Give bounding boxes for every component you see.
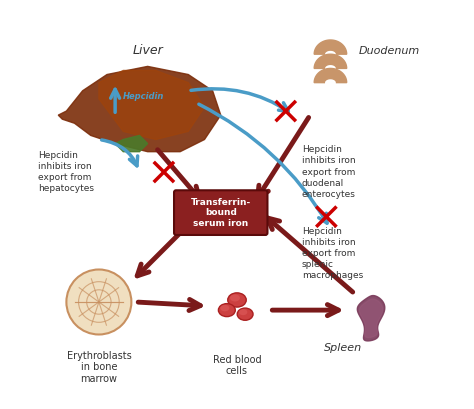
Circle shape [66,270,131,335]
Text: Hepcidin: Hepcidin [123,92,164,101]
Text: Red blood
cells: Red blood cells [213,355,261,376]
Polygon shape [115,135,147,152]
Polygon shape [357,296,385,341]
Ellipse shape [220,305,229,311]
Text: Duodenum: Duodenum [359,46,420,56]
Text: Hepcidin
inhibits iron
export from
duodenal
enterocytes: Hepcidin inhibits iron export from duode… [302,145,356,199]
Text: Transferrin-
bound
serum iron: Transferrin- bound serum iron [191,198,251,227]
Text: Erythroblasts
in bone
marrow: Erythroblasts in bone marrow [66,351,131,384]
Ellipse shape [239,309,247,315]
Polygon shape [58,66,221,152]
Ellipse shape [237,308,253,320]
Ellipse shape [228,293,246,307]
Text: Liver: Liver [132,44,163,57]
Polygon shape [314,40,346,54]
Polygon shape [99,70,204,139]
Text: Hepcidin
inhibits iron
export from
hepatocytes: Hepcidin inhibits iron export from hepat… [38,151,94,193]
FancyBboxPatch shape [174,190,267,235]
Polygon shape [314,54,346,68]
Ellipse shape [219,303,235,317]
Ellipse shape [230,294,240,301]
Polygon shape [314,68,346,83]
Polygon shape [359,299,383,337]
Text: Spleen: Spleen [324,343,362,353]
Text: Hepcidin
inhibits iron
export from
splenic
macrophages: Hepcidin inhibits iron export from splen… [302,227,363,280]
